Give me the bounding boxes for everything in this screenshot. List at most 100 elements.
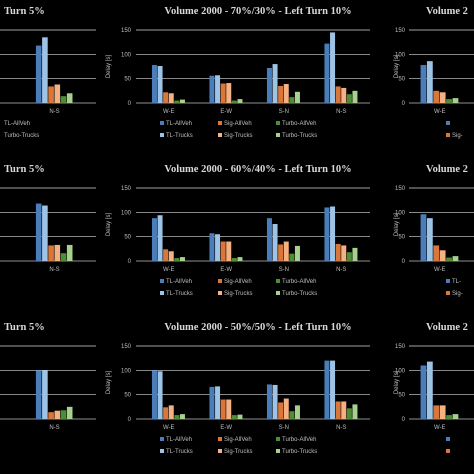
legend-label: Sig-Trucks — [224, 449, 252, 455]
bar-tl-trucks — [42, 205, 48, 261]
bar-turbo-allveh — [231, 100, 237, 103]
bar-turbo-trucks — [352, 247, 358, 261]
x-tick-label: N-S — [49, 267, 59, 273]
legend-swatch — [160, 449, 164, 453]
bar-tl-allveh — [35, 203, 42, 261]
bar-turbo-allveh — [346, 94, 352, 103]
y-tick-label: 0 — [128, 259, 132, 265]
bar-turbo-allveh — [174, 258, 180, 261]
bar-sig-trucks — [341, 245, 347, 261]
chart-title: Volume 2000 - 50%/50% - Left Turn 10% — [164, 322, 351, 333]
bar-turbo-allveh — [446, 99, 452, 103]
y-tick-label: 150 — [395, 28, 406, 34]
legend-swatch — [446, 291, 450, 295]
chart-title: Turn 5% — [4, 322, 45, 333]
chart-title: Turn 5% — [4, 6, 45, 17]
bar-sig-trucks — [54, 244, 61, 261]
bar-tl-allveh — [324, 207, 330, 261]
bar-sig-allveh — [278, 85, 284, 103]
y-tick-label: 150 — [121, 28, 132, 34]
legend-swatch — [446, 449, 450, 453]
legend-label: Sig- — [452, 133, 463, 139]
bar-sig-allveh — [163, 249, 169, 261]
bar-sig-trucks — [439, 92, 446, 103]
panel-left-bottom: Turn 5%NN-S — [0, 322, 96, 431]
bar-turbo-trucks — [452, 256, 459, 261]
bar-turbo-trucks — [452, 414, 459, 419]
bar-tl-allveh — [209, 233, 215, 261]
panel-left-middle: Turn 5% N-S — [0, 164, 96, 273]
chart-title: Turn 5% — [4, 164, 45, 175]
legend-swatch — [276, 133, 280, 137]
bar-sig-allveh — [335, 401, 341, 419]
bar-sig-allveh — [220, 83, 226, 103]
bar-tl-trucks — [215, 386, 221, 419]
legend-label: Sig-AllVeh — [224, 437, 252, 443]
bar-tl-allveh — [266, 67, 272, 103]
bar-sig-trucks — [283, 241, 289, 261]
bar-sig-trucks — [54, 84, 61, 103]
legend-swatch — [446, 279, 450, 283]
x-tick-label: W-E — [434, 109, 446, 115]
bar-sig-allveh — [48, 412, 54, 419]
y-tick-label: 100 — [121, 210, 132, 216]
y-tick-label: 0 — [128, 101, 132, 107]
bar-turbo-trucks — [66, 244, 73, 261]
bar-sig-trucks — [341, 401, 347, 419]
legend-label: Turbo-Trucks — [4, 133, 39, 139]
y-tick-label: 100 — [395, 210, 406, 216]
bar-tl-trucks — [157, 215, 163, 261]
bar-turbo-allveh — [60, 253, 67, 261]
panels-root: Turn 5% N-S TL-AllVeh Turbo-Trucks Volume 20… — [0, 6, 474, 455]
legend-label: Sig- — [452, 291, 463, 297]
bar-sig-allveh — [335, 86, 341, 103]
y-axis-label: Delay [s] — [394, 212, 400, 236]
bar-turbo-allveh — [346, 252, 352, 261]
x-tick-label: N-S — [336, 425, 346, 431]
bar-tl-trucks — [157, 66, 163, 103]
bar-sig-allveh — [278, 244, 284, 261]
legend-label: TL-Trucks — [166, 449, 193, 455]
legend-swatch — [276, 279, 280, 283]
bar-turbo-trucks — [294, 405, 300, 419]
x-tick-label: N-S — [336, 109, 346, 115]
y-tick-label: 50 — [124, 393, 131, 399]
y-axis-label: Delay [s] — [394, 370, 400, 394]
bar-sig-allveh — [48, 245, 54, 261]
bar-tl-allveh — [35, 370, 42, 419]
bar-turbo-allveh — [60, 410, 67, 419]
bar-turbo-trucks — [237, 414, 243, 419]
legend-swatch — [276, 437, 280, 441]
panel-center-top: Volume 2000 - 70%/30% - Left Turn 10% 0 50… — [106, 6, 370, 139]
bar-sig-trucks — [226, 83, 232, 103]
y-axis-label: Delay [s] — [106, 54, 112, 78]
bar-turbo-allveh — [231, 415, 237, 419]
bar-tl-trucks — [330, 32, 336, 103]
bar-turbo-allveh — [231, 258, 237, 261]
y-tick-label: 150 — [121, 344, 132, 350]
bar-turbo-trucks — [66, 406, 73, 419]
x-tick-label: S-N — [279, 109, 289, 115]
y-tick-label: 0 — [402, 259, 406, 265]
y-tick-label: 150 — [395, 344, 406, 350]
legend-swatch — [160, 121, 164, 125]
x-tick-label: W-E — [434, 425, 446, 431]
legend-swatch — [160, 437, 164, 441]
bar-turbo-allveh — [289, 97, 295, 103]
legend-swatch — [446, 437, 450, 441]
bar-turbo-trucks — [237, 257, 243, 261]
y-axis-label: Delay [s] — [394, 54, 400, 78]
bar-tl-allveh — [324, 360, 330, 419]
legend-label: Sig-Trucks — [224, 291, 252, 297]
bar-sig-trucks — [226, 241, 232, 261]
x-tick-label: W-E — [163, 425, 175, 431]
bar-sig-trucks — [168, 93, 174, 103]
legend-label: TL-Trucks — [166, 291, 193, 297]
legend-swatch — [218, 437, 222, 441]
bar-turbo-allveh — [289, 253, 295, 261]
legend-label: TL-AllVeh — [4, 121, 30, 127]
y-tick-label: 100 — [121, 368, 132, 374]
y-tick-label: 100 — [395, 368, 406, 374]
legend-label: Turbo-Trucks — [282, 449, 317, 455]
bar-tl-trucks — [330, 206, 336, 261]
